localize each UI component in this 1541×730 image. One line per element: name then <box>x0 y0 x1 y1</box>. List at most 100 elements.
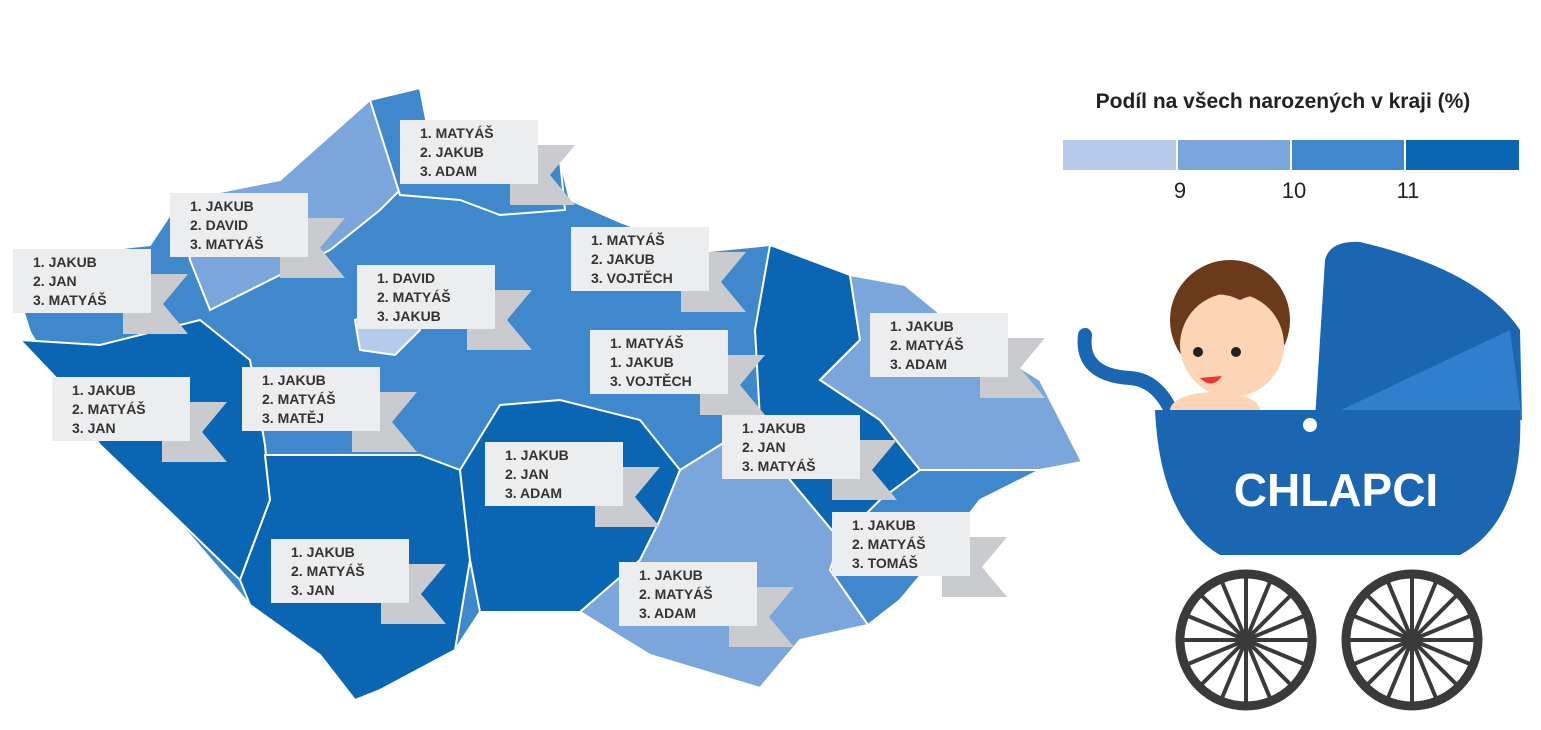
name-card: 1. JAKUB 2. JAN 3. MATYÁŠ <box>13 249 188 334</box>
legend-swatch <box>1063 140 1176 170</box>
card-box <box>619 562 757 626</box>
name-card: 1. DAVID 2. MATYÁŠ 3. JAKUB <box>357 265 532 350</box>
card-line: 3. ADAM <box>890 356 947 372</box>
stroller-handle <box>1077 328 1182 427</box>
name-card: 1. JAKUB 2. MATYÁŠ 3. TOMÁŠ <box>832 512 1007 597</box>
card-box <box>271 539 409 603</box>
card-line: 3. JAN <box>291 582 335 598</box>
card-line: 1. JAKUB <box>742 420 806 436</box>
card-line: 1. JAKUB <box>610 354 674 370</box>
card-line: 2. JAN <box>742 439 786 455</box>
card-line: 3. JAKUB <box>377 308 441 324</box>
card-box <box>870 313 1008 377</box>
card-box <box>485 442 623 506</box>
wheel-rim <box>1341 569 1483 711</box>
card-box <box>722 415 860 479</box>
legend-swatch <box>1178 140 1291 170</box>
card-box <box>357 265 495 329</box>
cards: 1. MATYÁŠ 2. JAKUB 3. ADAM 1. JAKUB 2. DAVID… <box>13 120 1045 647</box>
card-line: 2. JAN <box>505 466 549 482</box>
card-line: 3. ADAM <box>505 485 562 501</box>
card-line: 1. DAVID <box>377 270 435 286</box>
legend-swatch <box>1406 140 1519 170</box>
card-line: 2. DAVID <box>190 217 248 233</box>
name-card: 1. JAKUB 2. JAN 3. MATYÁŠ <box>722 415 897 500</box>
card-line: 3. JAN <box>72 420 116 436</box>
baby-eye <box>1231 347 1241 357</box>
legend-bars: 9 10 11 <box>1063 140 1519 203</box>
card-line: 3. ADAM <box>420 163 477 179</box>
card-line: 3. VOJTĚCH <box>610 372 692 389</box>
card-line: 2. MATYÁŠ <box>852 535 926 552</box>
card-line: 1. JAKUB <box>190 198 254 214</box>
card-line: 2. JAKUB <box>420 144 484 160</box>
card-line: 2. JAN <box>33 273 77 289</box>
card-line: 1. JAKUB <box>72 382 136 398</box>
card-box <box>242 367 380 431</box>
name-card: 1. JAKUB 2. JAN 3. ADAM <box>485 442 660 527</box>
card-line: 3. MATYÁŠ <box>742 457 816 474</box>
card-line: 1. MATYÁŠ <box>610 334 684 351</box>
card-line: 3. VOJTĚCH <box>591 269 673 286</box>
baby-face <box>1180 293 1284 397</box>
stroller-body <box>1155 410 1521 555</box>
card-box <box>52 377 190 441</box>
card-box <box>170 193 308 257</box>
card-line: 1. MATYÁŠ <box>591 231 665 248</box>
hood-pin <box>1303 418 1317 432</box>
card-box <box>590 330 728 394</box>
card-line: 1. JAKUB <box>852 517 916 533</box>
wheel-rim <box>1175 569 1317 711</box>
baby-mouth <box>1200 376 1222 384</box>
card-line: 1. JAKUB <box>262 372 326 388</box>
card-line: 2. MATYÁŠ <box>639 585 713 602</box>
stroller-label: CHLAPCI <box>1234 464 1438 516</box>
card-line: 1. JAKUB <box>33 254 97 270</box>
card-line: 2. JAKUB <box>591 251 655 267</box>
card-line: 3. MATYÁŠ <box>190 235 264 252</box>
name-card: 1. MATYÁŠ 2. JAKUB 3. VOJTĚCH <box>571 227 746 312</box>
legend-title: Podíl na všech narozených v kraji (%) <box>1096 90 1471 113</box>
legend-tick-label: 11 <box>1397 178 1420 203</box>
card-box <box>400 120 538 184</box>
card-line: 1. JAKUB <box>890 318 954 334</box>
legend: Podíl na všech narozených v kraji (%) 9 1… <box>1063 90 1519 203</box>
name-card: 1. MATYÁŠ 1. JAKUB 3. VOJTĚCH <box>590 330 765 415</box>
name-card: 1. JAKUB 2. DAVID 3. MATYÁŠ <box>170 193 345 278</box>
card-box <box>571 227 709 291</box>
card-line: 1. JAKUB <box>291 544 355 560</box>
card-line: 2. MATYÁŠ <box>72 400 146 417</box>
wheels <box>1175 569 1483 711</box>
name-card: 1. JAKUB 2. MATYÁŠ 3. MATĚJ <box>242 367 417 452</box>
legend-tick-label: 10 <box>1282 178 1306 203</box>
card-box <box>832 512 970 576</box>
card-line: 2. MATYÁŠ <box>890 336 964 353</box>
name-card: 1. JAKUB 2. MATYÁŠ 3. ADAM <box>870 313 1045 398</box>
wheel-hub <box>1405 633 1419 647</box>
card-line: 3. MATĚJ <box>262 409 324 426</box>
wheel-hub <box>1239 633 1253 647</box>
region-plzensky <box>17 318 272 582</box>
stroller: CHLAPCI <box>1077 241 1522 711</box>
card-line: 1. JAKUB <box>505 447 569 463</box>
card-box <box>13 249 151 313</box>
card-line: 2. MATYÁŠ <box>377 288 451 305</box>
card-line: 1. JAKUB <box>639 567 703 583</box>
baby-fringe <box>1180 275 1285 310</box>
card-line: 3. TOMÁŠ <box>852 554 918 571</box>
legend-swatch <box>1292 140 1405 170</box>
card-line: 3. MATYÁŠ <box>33 291 107 308</box>
card-line: 2. MATYÁŠ <box>291 562 365 579</box>
name-card: 1. JAKUB 2. MATYÁŠ 3. JAN <box>52 377 227 462</box>
name-card: 1. JAKUB 2. MATYÁŠ 3. ADAM <box>619 562 794 647</box>
baby-eye <box>1193 347 1203 357</box>
card-line: 1. MATYÁŠ <box>420 124 494 141</box>
card-line: 2. MATYÁŠ <box>262 390 336 407</box>
legend-tick-label: 9 <box>1174 178 1186 203</box>
hood-fold <box>1320 330 1522 420</box>
name-card: 1. JAKUB 2. MATYÁŠ 3. JAN <box>271 539 446 624</box>
card-line: 3. ADAM <box>639 605 696 621</box>
name-card: 1. MATYÁŠ 2. JAKUB 3. ADAM <box>400 120 575 205</box>
